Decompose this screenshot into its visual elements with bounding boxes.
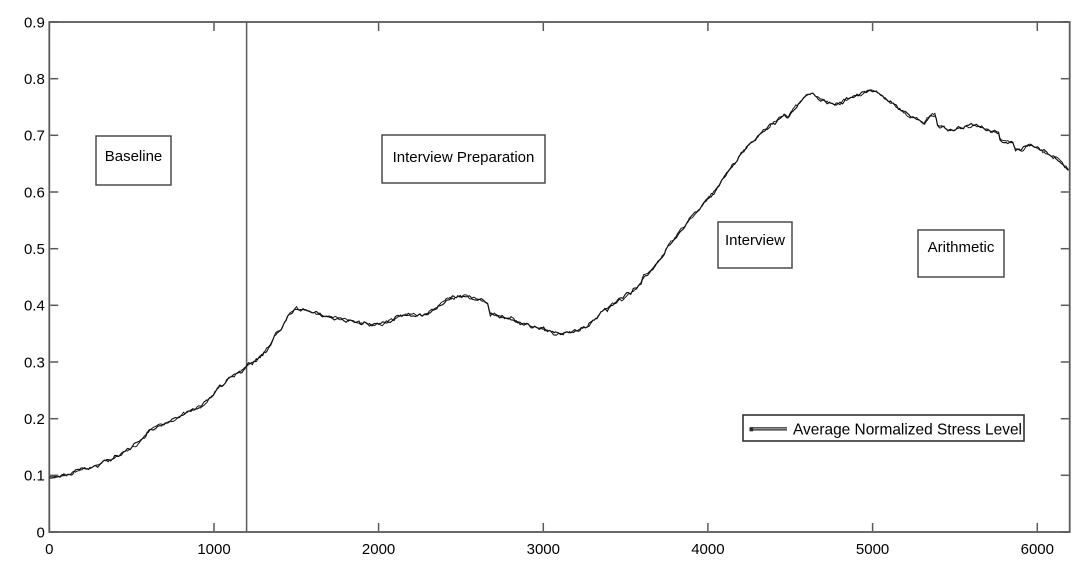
svg-text:0.9: 0.9 (24, 14, 45, 31)
svg-text:0: 0 (36, 524, 44, 541)
svg-text:Baseline: Baseline (105, 148, 163, 165)
svg-text:Interview: Interview (725, 232, 785, 249)
svg-text:0.5: 0.5 (24, 241, 45, 258)
svg-text:Interview Preparation: Interview Preparation (393, 149, 535, 166)
svg-text:0.1: 0.1 (24, 468, 45, 485)
svg-text:6000: 6000 (1021, 541, 1054, 558)
svg-text:0: 0 (45, 541, 53, 558)
svg-text:0.3: 0.3 (24, 354, 45, 371)
svg-text:Average Normalized Stress Leve: Average Normalized Stress Level (793, 422, 1022, 439)
svg-text:0.7: 0.7 (24, 128, 45, 145)
svg-text:1000: 1000 (197, 541, 230, 558)
svg-text:3000: 3000 (527, 541, 560, 558)
svg-text:0.4: 0.4 (24, 298, 45, 315)
svg-text:0.8: 0.8 (24, 71, 45, 88)
svg-text:4000: 4000 (691, 541, 724, 558)
svg-text:2000: 2000 (362, 541, 395, 558)
svg-text:0.2: 0.2 (24, 411, 45, 428)
svg-text:Arithmetic: Arithmetic (928, 239, 995, 256)
svg-text:5000: 5000 (856, 541, 889, 558)
svg-text:0.6: 0.6 (24, 184, 45, 201)
